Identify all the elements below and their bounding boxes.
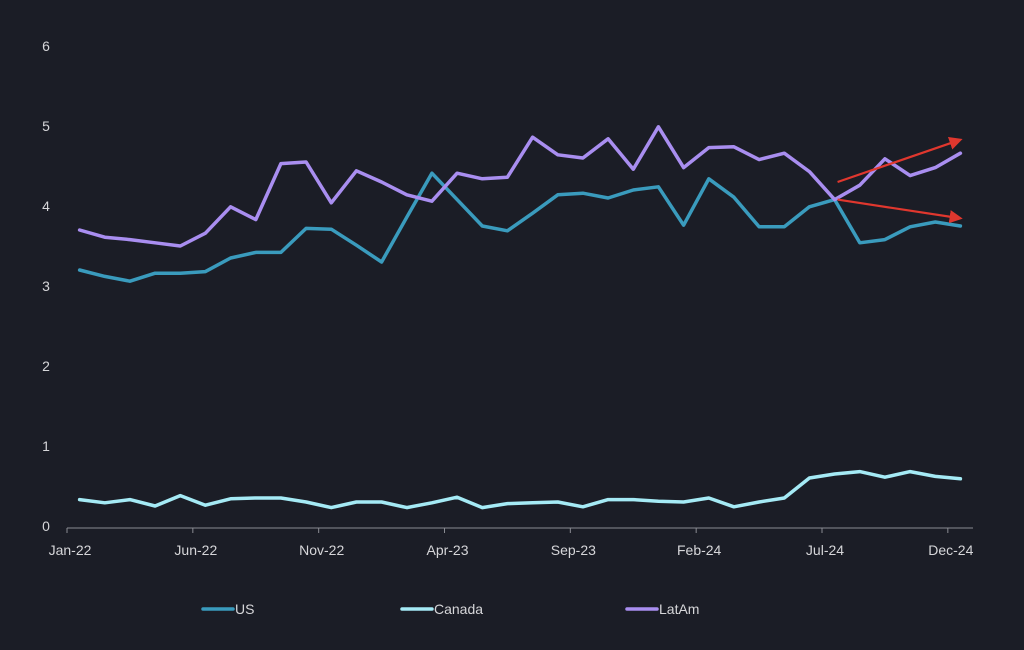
y-tick-label: 2 — [42, 358, 50, 374]
y-tick-label: 0 — [42, 518, 50, 534]
y-tick-label: 3 — [42, 278, 50, 294]
series-lines — [77, 125, 963, 510]
series-line-canada — [77, 469, 963, 510]
y-axis-tick-labels: 0 1 2 3 4 5 6 — [42, 38, 50, 534]
trend-arrow-down — [837, 198, 963, 224]
x-axis-ticks: Jan-22 Jun-22 Nov-22 Apr-23 Sep-23 Feb-24 Jul-… — [49, 528, 974, 558]
series-line-us — [77, 171, 963, 283]
y-tick-label: 6 — [42, 38, 50, 54]
x-tick-label: Jun-22 — [174, 542, 217, 558]
y-tick-label: 1 — [42, 438, 50, 454]
series-line-latam — [77, 125, 963, 248]
legend-label: US — [235, 601, 254, 617]
x-tick-label: Jul-24 — [806, 542, 844, 558]
annotations — [837, 137, 963, 224]
x-tick-label: Apr-23 — [426, 542, 468, 558]
legend-label: LatAm — [659, 601, 699, 617]
x-tick-label: Nov-22 — [299, 542, 344, 558]
legend: US Canada LatAm — [201, 601, 699, 617]
legend-item-us: US — [201, 601, 254, 617]
x-tick-label: Feb-24 — [677, 542, 722, 558]
y-tick-label: 5 — [42, 118, 50, 134]
trend-arrow-up — [837, 137, 963, 184]
legend-item-canada: Canada — [400, 601, 483, 617]
legend-item-latam: LatAm — [625, 601, 699, 617]
y-tick-label: 4 — [42, 198, 50, 214]
x-tick-label: Dec-24 — [928, 542, 973, 558]
x-tick-label: Jan-22 — [49, 542, 92, 558]
legend-label: Canada — [434, 601, 483, 617]
x-tick-label: Sep-23 — [551, 542, 596, 558]
